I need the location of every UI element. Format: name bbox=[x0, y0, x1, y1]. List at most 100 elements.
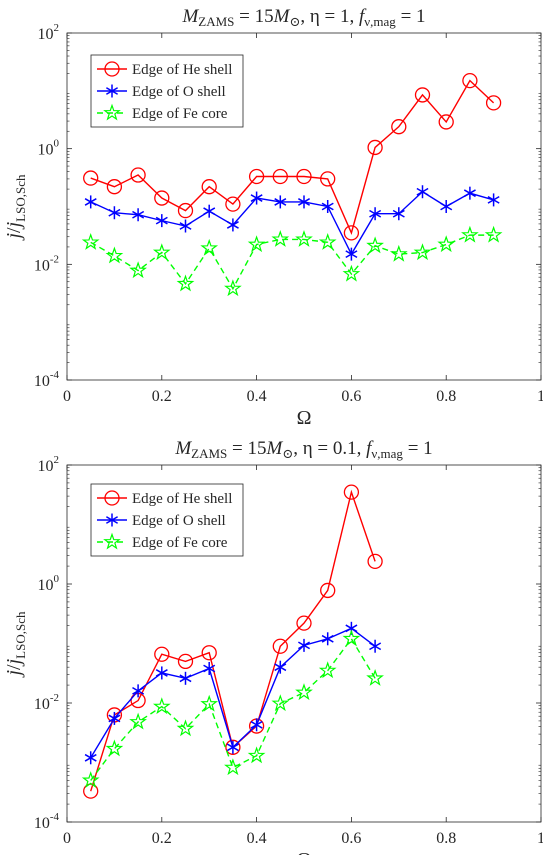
data-point bbox=[132, 684, 145, 698]
legend-label: Edge of Fe core bbox=[132, 106, 228, 122]
data-point bbox=[272, 638, 288, 654]
data-point bbox=[321, 632, 334, 646]
x-tick-label: 0 bbox=[63, 830, 71, 847]
data-point bbox=[413, 243, 432, 261]
series-line bbox=[90, 637, 376, 781]
legend-marker bbox=[104, 61, 120, 77]
data-point bbox=[297, 195, 311, 209]
data-point bbox=[437, 235, 456, 253]
x-tick-label: 0.4 bbox=[247, 830, 267, 847]
data-point bbox=[152, 697, 171, 715]
data-point bbox=[130, 167, 146, 183]
data-point bbox=[84, 195, 97, 209]
chart-title: MZAMS = 15M⊙, η = 1, fν,mag = 1 bbox=[181, 6, 425, 29]
y-axis-label: j/jLSO,Sch bbox=[3, 174, 28, 241]
legend-label: Edge of O shell bbox=[132, 513, 226, 529]
x-tick-label: 1 bbox=[537, 830, 543, 847]
data-point bbox=[392, 207, 405, 221]
data-point bbox=[367, 553, 383, 570]
data-point bbox=[271, 230, 290, 247]
y-tick-label: 10-4 bbox=[34, 811, 60, 832]
data-point bbox=[296, 615, 312, 631]
legend-marker bbox=[103, 532, 121, 550]
data-point bbox=[226, 740, 239, 754]
data-point bbox=[414, 87, 431, 103]
y-tick-label: 100 bbox=[38, 138, 60, 159]
data-point bbox=[225, 196, 241, 212]
data-point bbox=[389, 244, 408, 262]
data-point bbox=[83, 170, 99, 186]
data-point bbox=[462, 72, 478, 89]
data-point bbox=[247, 235, 266, 253]
data-point bbox=[152, 243, 171, 261]
series-edge-of-o-shell bbox=[84, 621, 382, 765]
legend: Edge of He shell Edge of O shell Edge of F… bbox=[90, 483, 244, 557]
x-axis-label: Ω bbox=[297, 407, 312, 429]
x-tick-label: 0.6 bbox=[341, 830, 361, 847]
data-point bbox=[343, 484, 360, 500]
y-tick-label: 100 bbox=[38, 573, 60, 594]
data-point bbox=[105, 739, 124, 757]
data-point bbox=[155, 214, 168, 228]
chart-panel-2: 0 0.2 0.4 0.6 0.8 1 10-4 10-2 100 102 MZAMS = 15M⊙… bbox=[3, 438, 543, 855]
data-point bbox=[84, 751, 97, 765]
plot-area-frame bbox=[66, 464, 542, 823]
data-point bbox=[295, 230, 313, 247]
data-point bbox=[176, 274, 195, 292]
x-tick-label: 0.8 bbox=[436, 388, 456, 405]
data-point bbox=[179, 671, 192, 685]
data-point bbox=[318, 661, 337, 679]
x-tick-label: 0.2 bbox=[152, 388, 172, 405]
data-point bbox=[132, 208, 145, 222]
data-point bbox=[81, 771, 100, 788]
data-point bbox=[226, 218, 239, 232]
data-point bbox=[320, 171, 336, 187]
series-edge-of-he-shell bbox=[83, 72, 502, 241]
data-point bbox=[485, 95, 502, 111]
data-point bbox=[248, 168, 265, 185]
data-point bbox=[129, 261, 147, 279]
data-point bbox=[345, 247, 358, 261]
data-point bbox=[247, 746, 266, 764]
data-point bbox=[81, 233, 100, 250]
data-point bbox=[250, 191, 263, 205]
data-point bbox=[105, 246, 124, 264]
data-point bbox=[274, 660, 287, 674]
series-edge-of-he-shell bbox=[83, 484, 383, 799]
x-tick-label: 0.4 bbox=[247, 388, 267, 405]
data-point bbox=[343, 225, 360, 241]
data-point bbox=[320, 582, 336, 599]
data-point bbox=[463, 186, 476, 200]
data-point bbox=[461, 225, 479, 243]
legend-label: Edge of He shell bbox=[132, 491, 232, 507]
data-point bbox=[154, 646, 170, 662]
series-line bbox=[90, 234, 494, 291]
data-point bbox=[438, 114, 454, 130]
x-tick-label: 0.6 bbox=[341, 388, 361, 405]
legend-label: Edge of Fe core bbox=[132, 535, 228, 551]
data-point bbox=[203, 662, 216, 676]
data-point bbox=[272, 168, 288, 185]
y-tick-label: 10-2 bbox=[34, 692, 59, 713]
plot-area-frame bbox=[66, 32, 542, 381]
x-axis-label: Ω bbox=[297, 849, 312, 855]
series-line bbox=[90, 190, 494, 256]
data-point bbox=[366, 668, 384, 686]
data-point bbox=[369, 207, 382, 221]
data-point bbox=[391, 119, 407, 135]
data-point bbox=[177, 653, 194, 670]
data-point bbox=[83, 783, 99, 799]
series-edge-of-fe-core bbox=[81, 629, 384, 788]
legend: Edge of He shell Edge of O shell Edge of F… bbox=[90, 54, 244, 128]
y-tick-label: 10-2 bbox=[34, 253, 59, 274]
data-point bbox=[484, 225, 503, 243]
data-point bbox=[250, 718, 263, 732]
y-axis-label: j/jLSO,Sch bbox=[3, 611, 28, 678]
data-point bbox=[487, 193, 500, 207]
data-point bbox=[179, 219, 192, 233]
data-point bbox=[108, 206, 121, 220]
data-point bbox=[224, 279, 242, 297]
data-point bbox=[271, 694, 290, 712]
series-edge-of-fe-core bbox=[81, 225, 503, 297]
